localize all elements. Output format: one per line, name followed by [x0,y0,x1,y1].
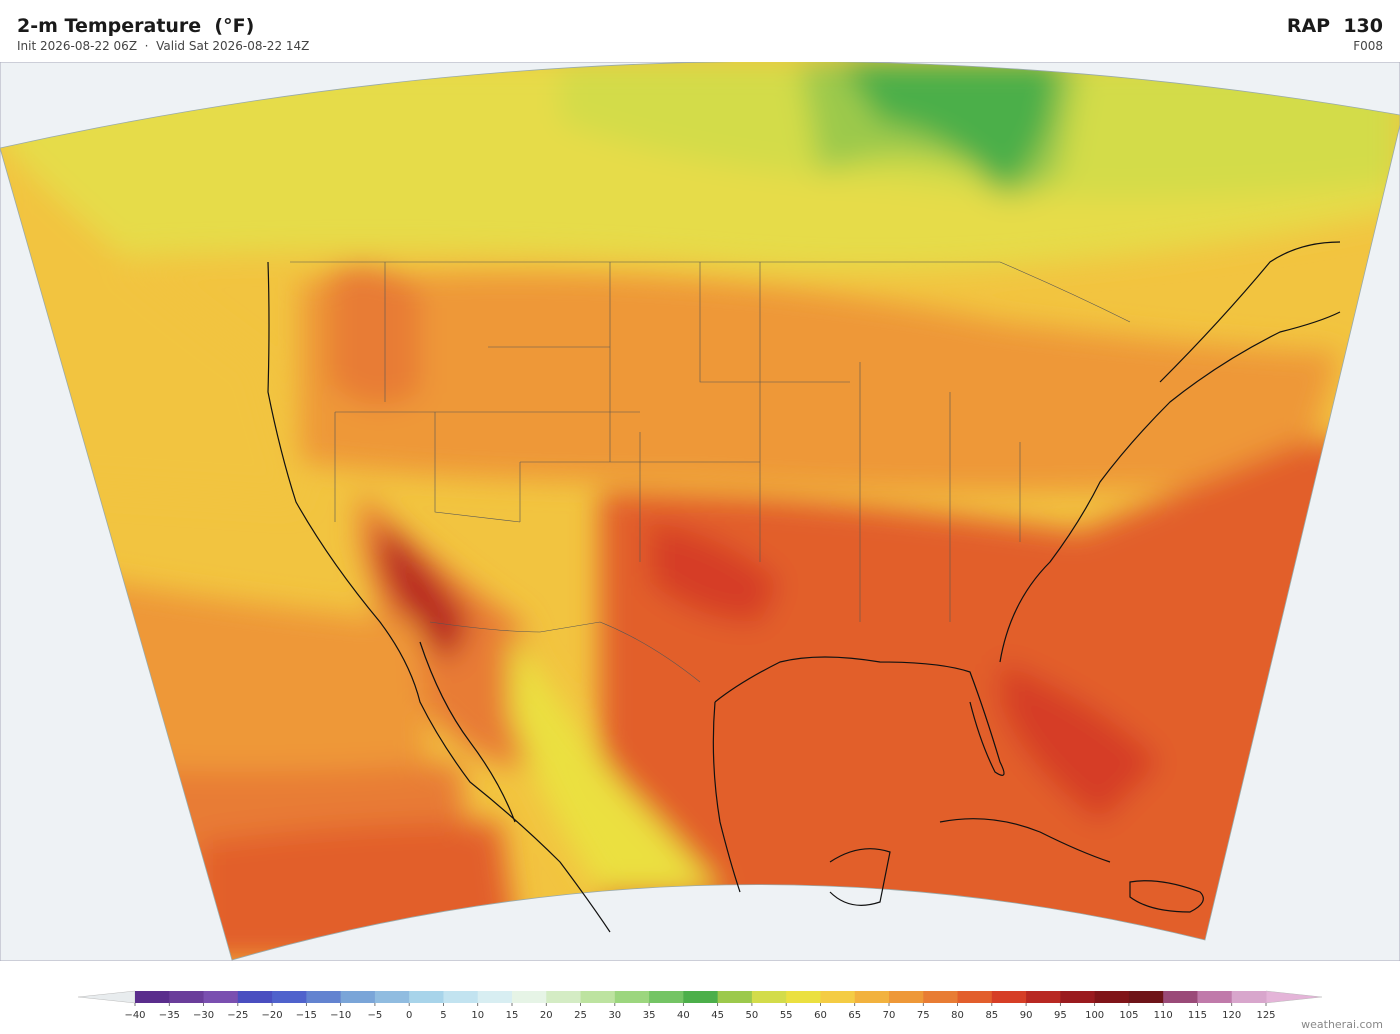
model-label: RAP 130 [1286,15,1383,37]
colorbar-segment [820,991,856,1003]
colorbar-tick-label: 35 [643,1010,656,1021]
colorbar-extend-low [77,990,136,1004]
colorbar-segment [717,991,753,1003]
colorbar-segment [991,991,1027,1003]
colorbar-tick-label: 0 [406,1010,412,1021]
colorbar-tick-label: 100 [1085,1010,1104,1021]
colorbar-segment [409,991,444,1003]
coastlines [267,241,1341,933]
colorbar-tick-label: 125 [1256,1010,1275,1021]
colorbar-tick-label: 85 [985,1010,998,1021]
colorbar-segment [374,991,410,1003]
colorbar-tick-label: −5 [368,1010,383,1021]
colorbar-tick-label: −35 [159,1010,180,1021]
colorbar-tick-label: 80 [951,1010,964,1021]
colorbar-tick-label: 15 [506,1010,519,1021]
colorbar-tick-label: 120 [1222,1010,1241,1021]
colorbar-segment [512,991,547,1003]
colorbar-segment [443,991,479,1003]
colorbar-tick-label: 40 [677,1010,690,1021]
colorbar-segment [169,991,205,1003]
colorbar-tick-label: 50 [746,1010,759,1021]
colorbar-tick-label: 60 [814,1010,827,1021]
title: 2-m Temperature (°F) [17,15,255,37]
colorbar-segment [477,991,513,1003]
colorbar-tick-label: 115 [1188,1010,1207,1021]
colorbar-segment [649,991,684,1003]
colorbar-tick-label: 20 [540,1010,553,1021]
colorbar-segment [546,991,582,1003]
colorbar-segment [1197,991,1233,1003]
colorbar-tick-label: 30 [608,1010,621,1021]
colorbar-segment [1094,991,1130,1003]
borders [290,261,1131,683]
colorbar-segment [1163,991,1198,1003]
colorbar-tick-label: −20 [262,1010,283,1021]
subtitle: Init 2026-08-22 06Z · Valid Sat 2026-08-… [17,39,310,53]
colorbar-segment [340,991,376,1003]
colorbar-tick-label: 95 [1054,1010,1067,1021]
colorbar-tick-label: 55 [780,1010,793,1021]
colorbar-segment [854,991,890,1003]
colorbar-segment [683,991,719,1003]
colorbar-tick-label: −15 [296,1010,317,1021]
colorbar-segment [135,991,170,1003]
colorbar-segment [1060,991,1096,1003]
colorbar-segment [1026,991,1061,1003]
credit: weatherai.com [1301,1018,1383,1031]
colorbar-segment [957,991,993,1003]
colorbar-segment [889,991,924,1003]
colorbar-tick-label: 25 [574,1010,587,1021]
colorbar-segment [272,991,307,1003]
colorbar-tick-label: −30 [193,1010,214,1021]
colorbar-segment [614,991,650,1003]
colorbar-tick-label: 110 [1154,1010,1173,1021]
colorbar-tick-label: 65 [848,1010,861,1021]
colorbar-tick-label: 5 [440,1010,446,1021]
colorbar-segment [1128,991,1164,1003]
colorbar-segment [751,991,787,1003]
colorbar-tick-label: 70 [883,1010,896,1021]
colorbar-segment [580,991,616,1003]
colorbar-segment [1231,991,1267,1003]
colorbar-tick-label: −25 [227,1010,248,1021]
colorbar-tick-label: 45 [711,1010,724,1021]
forecast-hour: F008 [1353,39,1383,53]
colorbar: −40 −35 −30 −25 −20 −15 −10 −5 0 5 10 15 20 25 30 35 40 4… [77,990,1323,1021]
map [0,62,1400,961]
colorbar-segment [923,991,959,1003]
colorbar-tick-label: −10 [330,1010,351,1021]
colorbar-segment [786,991,821,1003]
colorbar-segment [203,991,239,1003]
colorbar-segment [237,991,273,1003]
colorbar-tick-label: 75 [917,1010,930,1021]
colorbar-segment [306,991,342,1003]
colorbar-tick-label: 90 [1020,1010,1033,1021]
temperature-field [0,62,1400,960]
colorbar-tick-label: 10 [471,1010,484,1021]
colorbar-tick-label: −40 [124,1010,145,1021]
colorbar-extend-high [1265,990,1323,1004]
colorbar-tick-label: 105 [1119,1010,1138,1021]
